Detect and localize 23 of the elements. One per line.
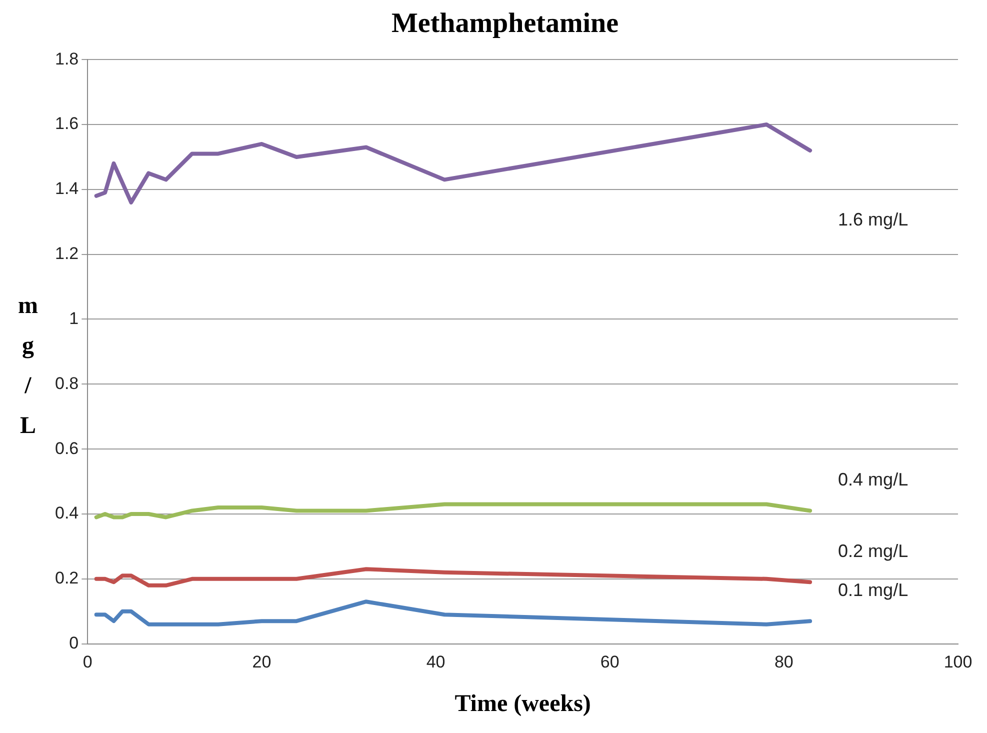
y-tick-label: 1.8: [54, 49, 79, 68]
series-label: 0.2 mg/L: [838, 541, 908, 562]
y-tick-label: 0.4: [54, 504, 79, 523]
x-tick-label: 100: [944, 652, 972, 672]
y-tick-label: 0.8: [54, 374, 79, 393]
y-tick-label: 1.6: [54, 114, 79, 134]
series-label: 0.4 mg/L: [838, 470, 908, 490]
x-tick-label: 20: [252, 652, 272, 672]
y-tick-label: 1.2: [54, 244, 79, 264]
y-tick-label: 0: [69, 633, 79, 652]
y-axis-title: mg/L: [17, 292, 39, 440]
y-tick-label: 0.2: [54, 568, 79, 588]
y-tick-label: 0.6: [54, 438, 79, 458]
x-tick-label: 40: [426, 652, 446, 672]
y-tick-label: 1: [69, 308, 79, 328]
text: 1.6 mg/L: [838, 209, 908, 230]
x-tick-label: 80: [774, 652, 794, 672]
y-tick-label: 1.4: [54, 179, 79, 198]
chart-title: Methamphetamine: [391, 8, 619, 40]
series-label: 0.1 mg/L: [838, 580, 908, 600]
x-tick-label: 0: [82, 652, 92, 672]
x-tick-label: 60: [600, 652, 620, 672]
x-axis-title: Time (weeks): [454, 690, 591, 717]
